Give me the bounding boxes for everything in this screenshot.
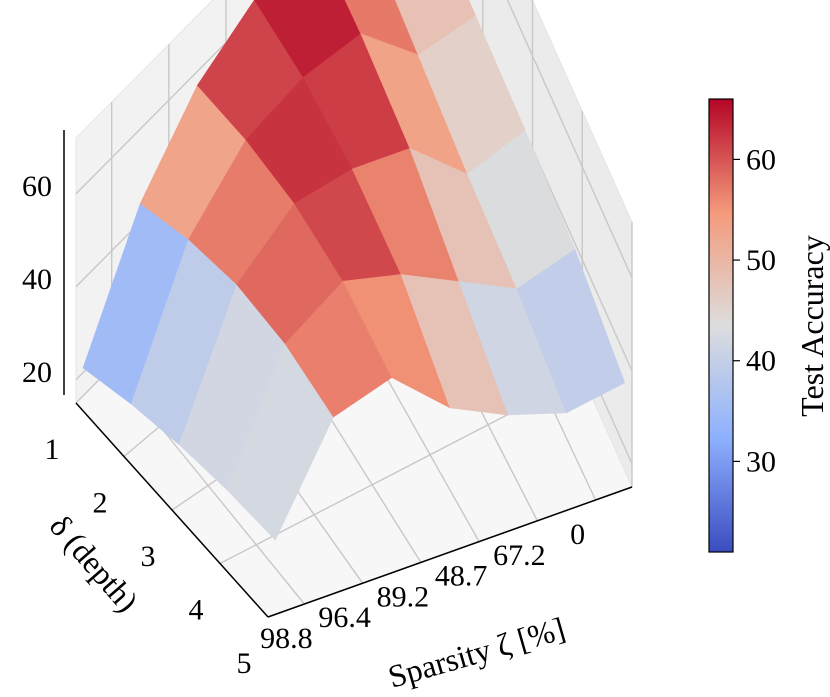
x-axis-label: Sparsity ζ [%] (384, 610, 569, 695)
axis-lines (63, 130, 633, 618)
colorbar-tick-label: 40 (746, 345, 776, 378)
y-tick-label: 4 (189, 594, 204, 627)
y-tick-label: 5 (237, 647, 252, 680)
z-tick-label: 40 (22, 263, 52, 296)
surface-patch (516, 249, 626, 414)
accuracy-surface (82, 0, 626, 541)
y-tick-label: 2 (93, 487, 108, 520)
x-tick-label: 89.2 (377, 580, 430, 613)
colorbar: 30 40 50 60 Test Accuracy (708, 98, 830, 553)
colorbar-tick-label: 30 (746, 445, 776, 478)
x-tick-label: 0 (570, 518, 585, 551)
y-axis-label: δ (depth) (43, 508, 146, 619)
y-tick-label: 3 (141, 540, 156, 573)
x-tick-label: 48.7 (435, 560, 488, 593)
z-tick-label: 60 (22, 170, 52, 203)
x-tick-label: 98.8 (260, 622, 313, 655)
x-tick-label: 67.2 (493, 539, 546, 572)
z-tick-label: 20 (22, 356, 52, 389)
colorbar-tick-label: 50 (746, 244, 776, 277)
colorbar-label: Test Accuracy (794, 235, 830, 417)
colorbar-gradient (708, 98, 734, 553)
colorbar-ticks: 30 40 50 60 (733, 143, 776, 478)
x-axis-line (267, 486, 633, 618)
grid-z (75, 0, 633, 279)
y-tick-label: 1 (45, 433, 60, 466)
y-axis-line (75, 402, 269, 618)
colorbar-tick-label: 60 (746, 143, 776, 176)
x-tick-label: 96.4 (318, 601, 371, 634)
